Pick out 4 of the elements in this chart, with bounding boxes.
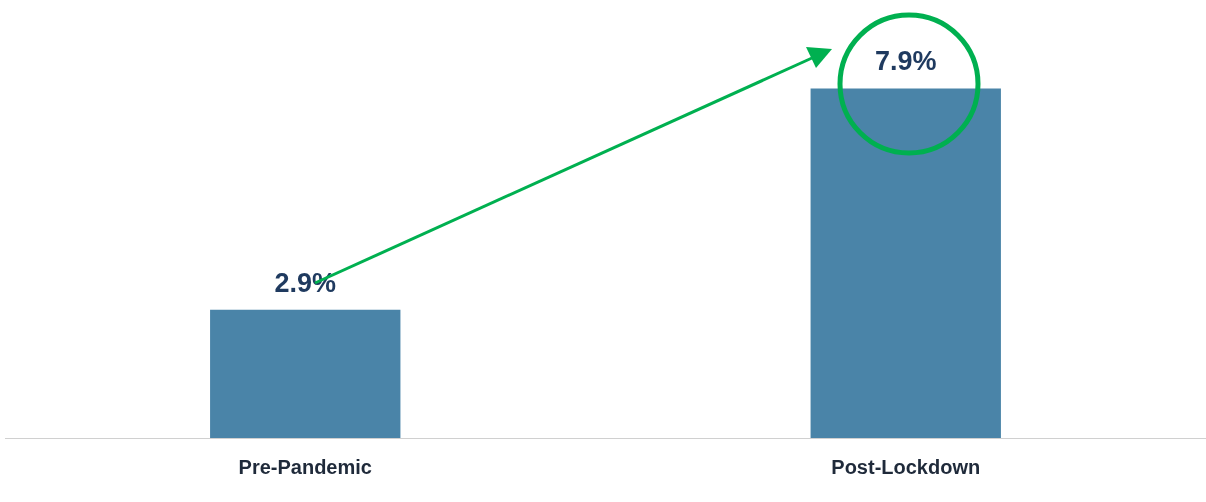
data-label: 7.9% xyxy=(874,46,937,77)
x-tick-label: Pre-Pandemic xyxy=(238,455,372,478)
data-label: 2.9% xyxy=(274,267,337,298)
x-tick-label: Post-Lockdown xyxy=(831,455,981,478)
